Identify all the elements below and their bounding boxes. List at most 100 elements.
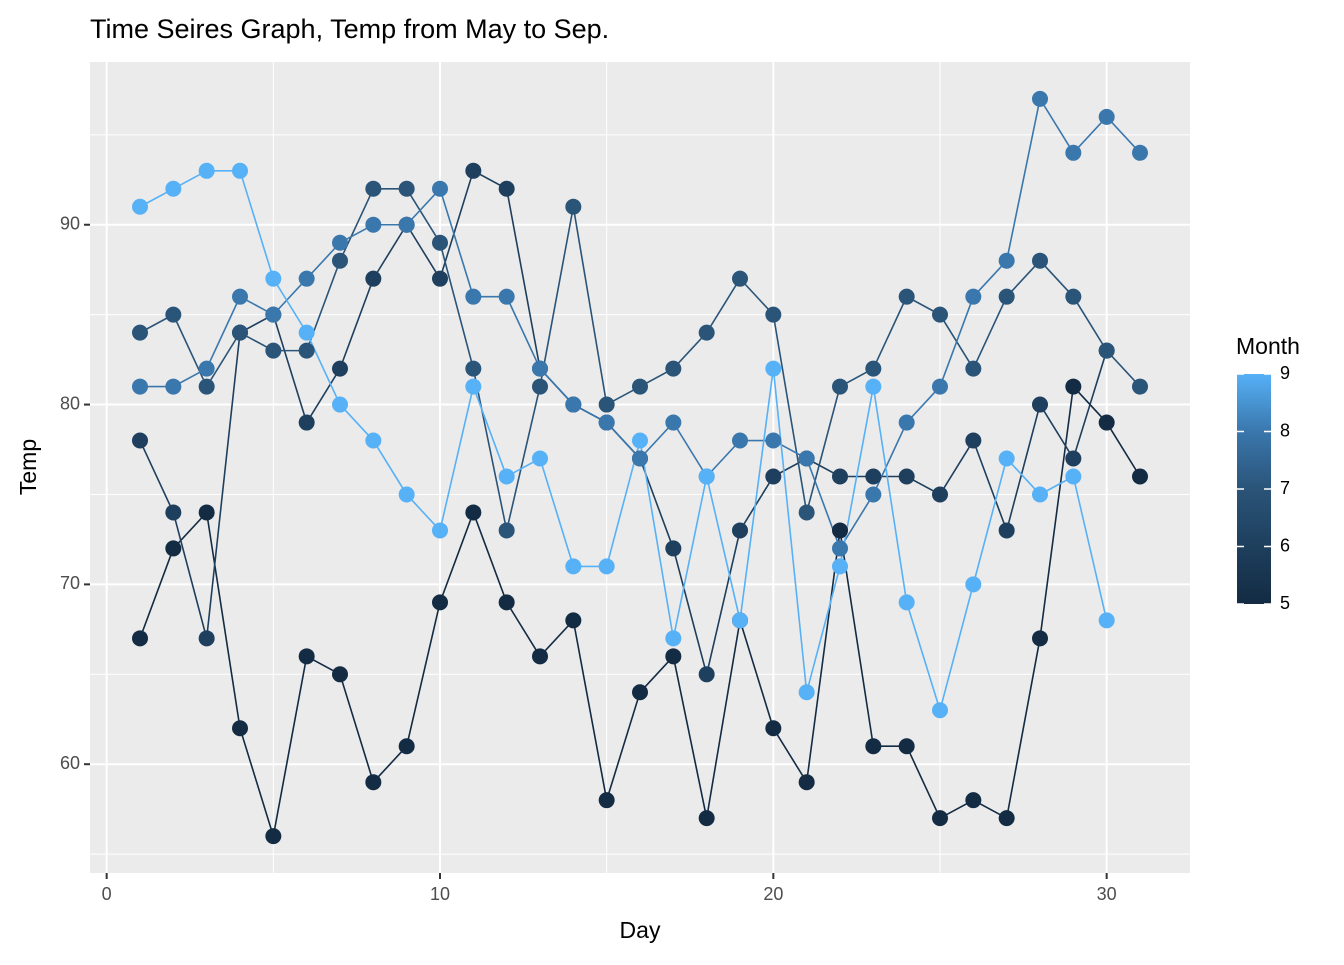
point [532,378,548,395]
point [198,378,215,395]
point [665,630,682,647]
point [865,468,882,485]
point [665,648,682,665]
point [798,450,815,467]
point [932,306,948,323]
point [565,612,582,629]
y-tick-label: 70 [60,573,80,593]
point [265,342,282,359]
point [798,774,815,791]
point [465,378,482,395]
point [432,522,448,539]
point [1032,630,1048,647]
point [865,360,882,377]
point [298,414,315,431]
point [932,486,948,503]
point [665,540,682,557]
point [998,450,1015,467]
point [1132,468,1148,485]
point [1032,90,1048,107]
y-axis-title: Temp [15,439,41,495]
point [332,396,348,413]
point [365,432,382,449]
point [832,540,848,557]
point [865,378,882,395]
point [998,810,1015,827]
point [598,792,615,809]
point [498,594,515,611]
point [132,630,148,647]
point [1065,468,1082,485]
y-tick-label: 90 [60,213,80,233]
point [665,360,682,377]
point [232,720,248,737]
point [532,648,548,665]
point [832,558,848,575]
point [898,738,915,755]
point [1065,450,1082,467]
point [932,702,948,719]
point [465,288,482,305]
point [898,414,915,431]
point [265,270,282,287]
point [698,810,715,827]
point [1098,108,1115,125]
legend-title: Month [1236,333,1300,359]
point [298,324,315,341]
point [598,414,615,431]
point [532,450,548,467]
point [732,432,748,449]
legend-label: 6 [1280,535,1290,555]
point [1032,486,1048,503]
point [798,684,815,701]
point [432,594,448,611]
point [365,180,382,197]
x-axis-title: Day [620,917,661,943]
point [332,234,348,251]
point [632,450,648,467]
point [998,522,1015,539]
point [332,360,348,377]
point [165,306,182,323]
point [432,180,448,197]
point [132,378,148,395]
point [1098,612,1115,629]
point [232,288,248,305]
point [465,504,482,521]
point [165,378,182,395]
point [132,432,148,449]
x-tick-label: 0 [102,884,112,904]
point [965,792,982,809]
point [498,180,515,197]
point [765,306,782,323]
point [232,324,248,341]
point [198,360,215,377]
x-tick-label: 10 [430,884,450,904]
point [632,432,648,449]
point [565,558,582,575]
point [398,486,415,503]
y-tick-label: 60 [60,753,80,773]
point [265,828,282,845]
point [398,216,415,233]
point [298,270,315,287]
point [965,288,982,305]
point [198,162,215,179]
point [298,648,315,665]
point [165,504,182,521]
point [332,666,348,683]
point [198,504,215,521]
point [532,360,548,377]
point [998,288,1015,305]
x-tick-label: 30 [1097,884,1117,904]
point [165,540,182,557]
point [298,342,315,359]
point [965,432,982,449]
point [132,324,148,341]
point [1132,144,1148,161]
point [332,252,348,269]
point [365,774,382,791]
point [765,432,782,449]
point [632,684,648,701]
point [832,522,848,539]
